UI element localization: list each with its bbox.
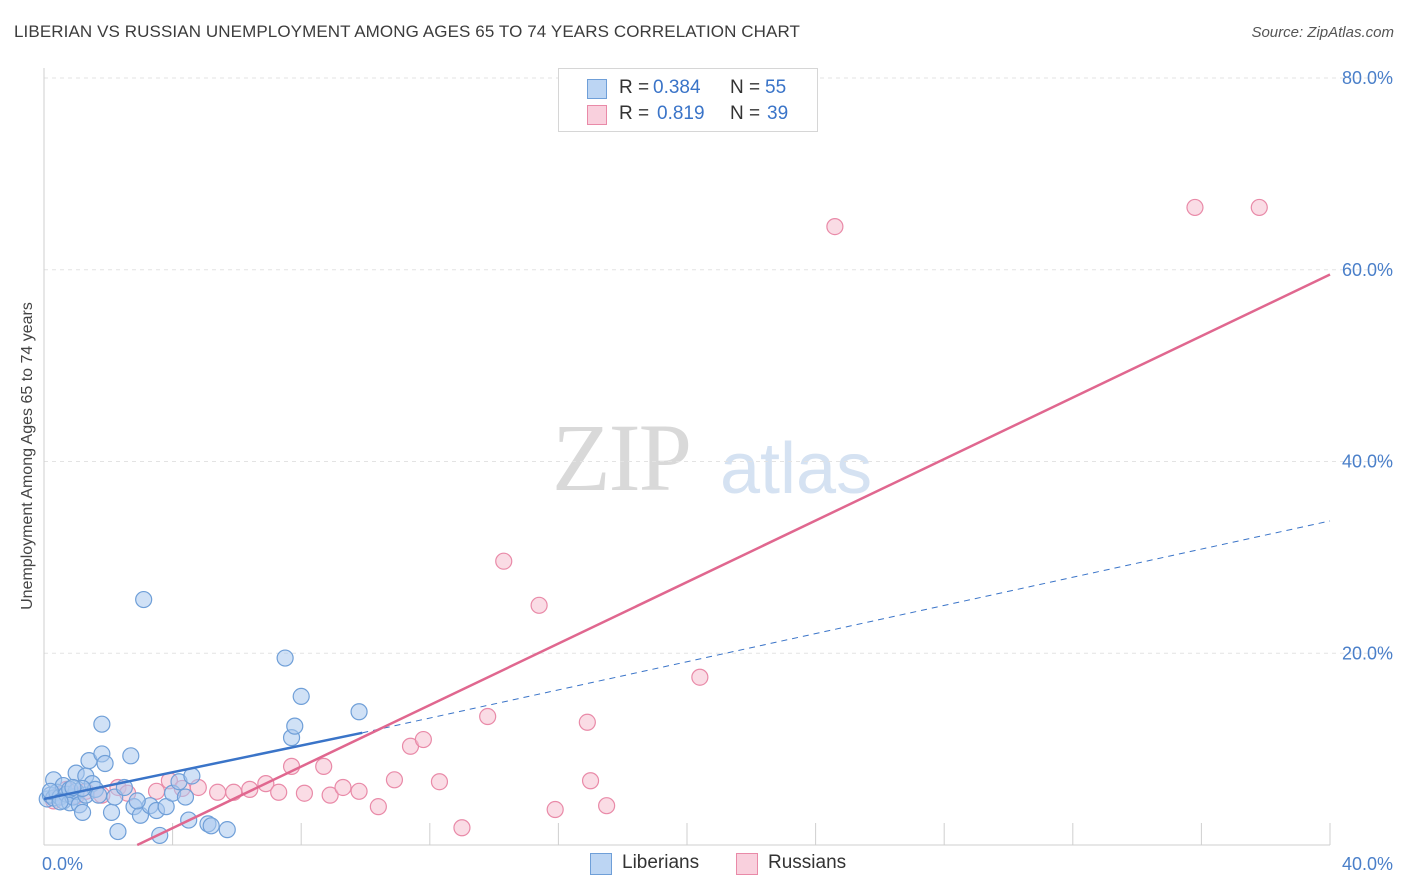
russian-point [147,782,166,800]
russian-point [578,713,596,731]
russian-point [479,707,497,726]
russian-point [598,797,616,815]
liberians-points [38,590,368,845]
russian-point [581,772,600,790]
russian-point [385,771,404,789]
russians-swatch [587,105,607,125]
liberian-point [73,803,92,822]
liberian-point [218,821,236,839]
russian-point [321,786,339,804]
correlation-legend: R = 0.384 N = 55 R = 0.819 N = 39 [558,68,818,132]
y-tick-label: 40.0% [1342,452,1393,472]
y-tick-label: 80.0% [1342,68,1393,88]
liberian-point [350,703,368,721]
liberian-point [286,717,304,735]
trend-lines [43,273,1331,847]
russian-point [430,773,449,791]
russian-point [350,782,368,800]
watermark-atlas: atlas [720,429,873,509]
liberian-point [122,747,140,765]
legend-n-value: 55 [765,77,787,98]
liberians-legend-swatch [590,853,612,875]
source-label: Source: ZipAtlas.com [1251,24,1394,41]
axes [43,68,1331,846]
x-tick-label: 0.0% [42,854,83,874]
russian-point [209,783,227,801]
russians-legend-swatch [736,853,758,875]
liberian-point [135,590,153,609]
legend-r-label: R = [619,77,650,98]
russian-point [295,784,314,802]
watermark-zip: ZIP [552,404,692,511]
russian-point [1250,198,1268,217]
chart-title: LIBERIAN VS RUSSIAN UNEMPLOYMENT AMONG A… [14,22,801,41]
russian-point [369,798,387,816]
liberians-legend-label: Liberians [622,852,700,873]
liberian-point [102,803,121,822]
legend-r-value: 0.384 [653,77,701,98]
tick-labels: 20.0% 40.0% 60.0% 80.0% 0.0% 40.0% [42,68,1393,874]
liberian-point [93,715,111,733]
liberians-swatch [587,79,607,99]
russian-point [315,757,333,775]
liberians-trend-extension [362,520,1331,734]
legend-n-label: N = [730,103,761,124]
russian-point [414,730,432,749]
russians-legend-label: Russians [768,852,847,873]
liberian-point [128,792,146,810]
liberians-trend-line [43,731,363,801]
legend-r-label: R = [619,103,650,124]
russian-point [453,819,471,837]
russians-points [45,198,1268,837]
y-tick-label: 60.0% [1342,260,1393,280]
russian-point [546,800,564,819]
russian-point [270,783,288,801]
russian-point [1186,198,1204,217]
liberian-point [292,687,310,705]
russian-point [334,778,352,797]
liberian-point [276,649,294,667]
legend-n-value: 39 [767,103,789,124]
legend-r-value: 0.819 [657,103,705,124]
russian-point [826,218,844,236]
x-tick-label: 40.0% [1342,854,1393,874]
russian-point [495,552,513,570]
russian-point [691,668,709,686]
liberian-point [41,782,60,800]
liberian-point [51,793,69,811]
liberian-point [109,822,127,841]
liberian-point [176,788,195,806]
liberian-point [202,817,220,835]
legend-n-label: N = [730,77,761,98]
y-tick-label: 20.0% [1342,643,1393,663]
russians-trend-line [136,273,1331,847]
russian-point [530,596,548,614]
liberian-point [96,754,114,773]
